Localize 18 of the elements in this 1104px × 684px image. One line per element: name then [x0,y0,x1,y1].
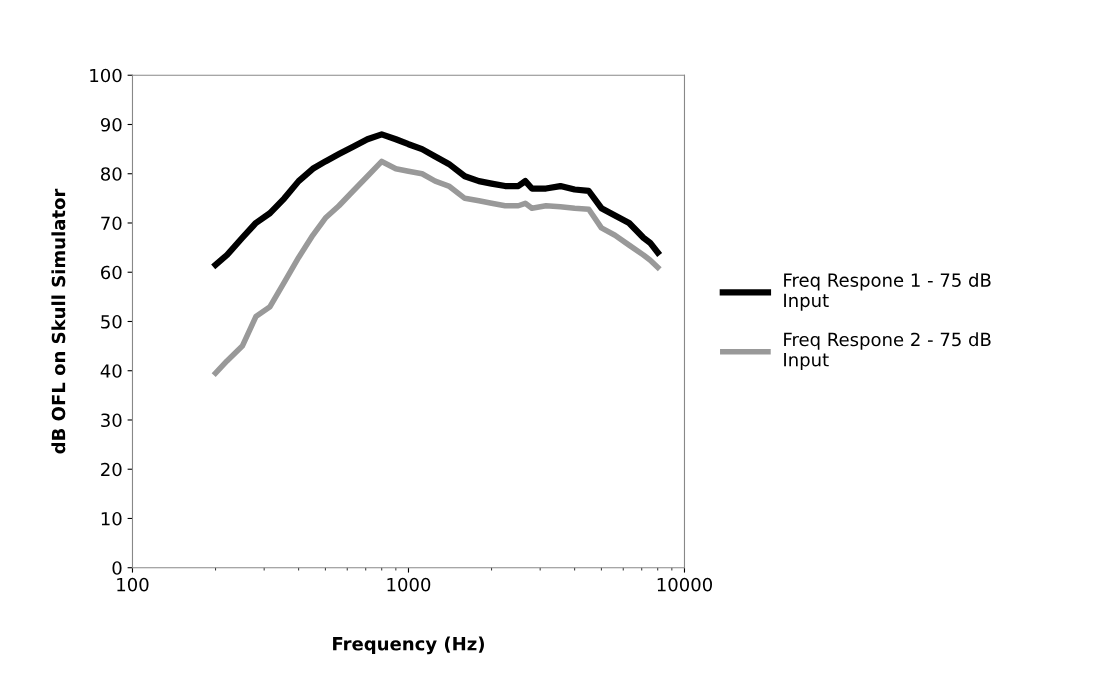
y-tick-label: 10 [101,511,122,526]
y-tick-label: 60 [101,265,122,280]
y-tick-label: 100 [90,68,122,83]
y-tick-label: 80 [101,167,122,181]
x-axis-title: Frequency (Hz) [333,636,484,655]
y-tick-label: 30 [101,413,122,428]
x-tick-label: 1000 [387,577,431,592]
y-tick-label: 20 [101,462,122,477]
y-tick-label: 50 [101,314,122,329]
y-tick-label: 0 [112,561,122,575]
x-tick-label: 10000 [657,577,712,592]
y-tick-label: 40 [100,364,122,378]
legend-label: Freq Respone 2 - 75 dB Input [784,332,991,371]
y-tick-label: 90 [100,117,122,132]
y-axis-title: dB OFL on Skull Simulator [51,188,66,454]
y-tick-label: 70 [101,216,122,231]
legend-label: Freq Respone 1 - 75 dB Input [784,272,991,311]
x-tick-label: 100 [117,577,149,592]
